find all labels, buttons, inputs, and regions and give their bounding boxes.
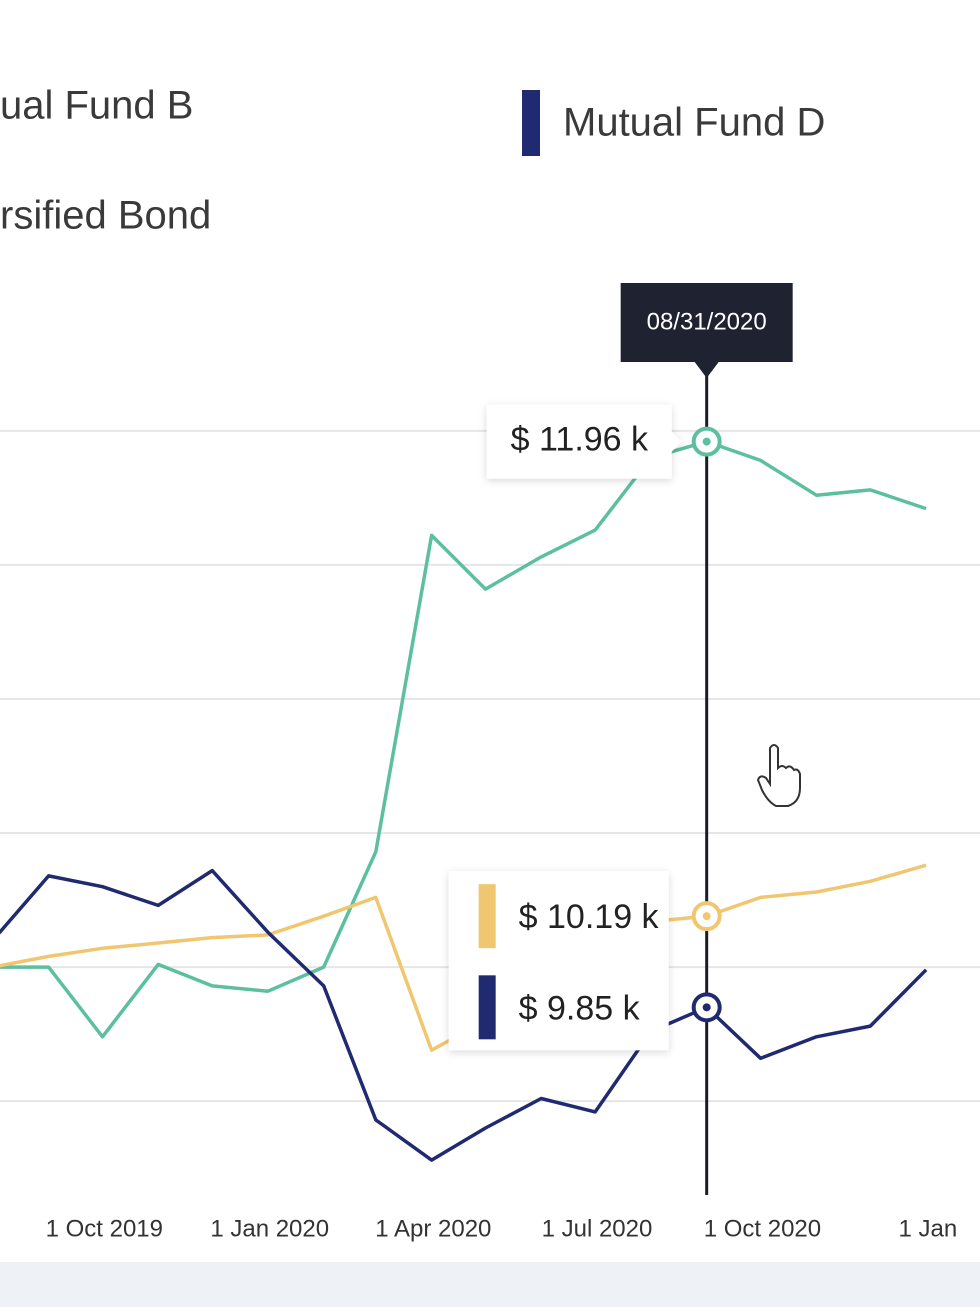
legend-label: ual Fund B bbox=[0, 84, 193, 128]
tooltip-swatch bbox=[478, 975, 496, 1040]
x-tick-label: 1 Jul 2020 bbox=[542, 1215, 653, 1242]
series-line bbox=[0, 868, 928, 1162]
x-tick-label: 1 Oct 2020 bbox=[704, 1215, 821, 1242]
tooltip-box bbox=[486, 404, 682, 479]
cursor bbox=[756, 744, 801, 807]
navigator bbox=[0, 1262, 980, 1307]
tooltip-value: $ 11.96 k bbox=[511, 421, 649, 459]
x-tick-label: 1 Jan 2020 bbox=[210, 1215, 329, 1242]
legend-label: rsified Bond bbox=[0, 194, 211, 238]
hover-dot bbox=[702, 1003, 711, 1012]
tooltip-swatch bbox=[478, 884, 496, 949]
tooltip-value: $ 9.85 k bbox=[519, 989, 641, 1027]
hover-dot bbox=[702, 912, 711, 921]
x-tick-label: 1 Oct 2019 bbox=[46, 1215, 163, 1242]
tooltip-value: $ 10.19 k bbox=[519, 898, 660, 936]
x-tick-label: 1 Apr 2020 bbox=[375, 1215, 491, 1242]
date-box bbox=[620, 283, 793, 378]
hover-dot bbox=[702, 437, 711, 446]
legend-label: Mutual Fund D bbox=[563, 101, 825, 145]
series-line bbox=[0, 439, 927, 1039]
tooltip-date: 08/31/2020 bbox=[647, 308, 767, 335]
x-tick-label: 1 Jan bbox=[898, 1215, 957, 1242]
legend-swatch bbox=[522, 90, 540, 156]
